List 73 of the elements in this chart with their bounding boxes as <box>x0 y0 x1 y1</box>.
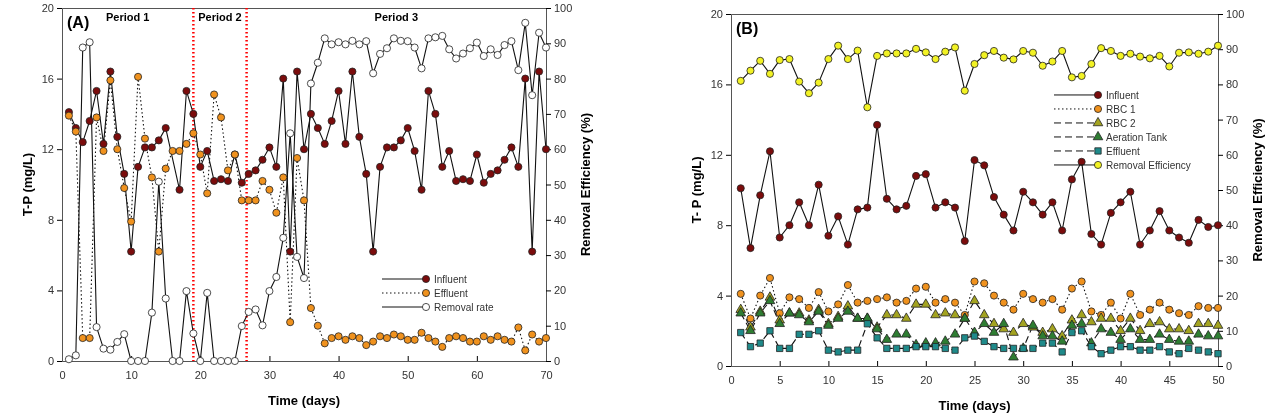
y2-axis-title: Removal Efficiency (%) <box>1250 118 1265 262</box>
y-tick-label: 16 <box>41 72 54 85</box>
annotation: Period 2 <box>198 11 242 23</box>
x-tick-label: 40 <box>1114 374 1128 387</box>
y-axis-title: T- P (mg/L) <box>689 156 704 224</box>
y-tick-label: 0 <box>47 355 54 368</box>
y2-tick-label: 80 <box>1226 78 1239 91</box>
x-axis-title: Time (days) <box>267 393 341 408</box>
legend-label: Aeration Tank <box>1106 131 1168 143</box>
x-axis-title: Time (days) <box>938 398 1011 413</box>
x-tick-label: 40 <box>332 369 346 382</box>
x-tick-label: 50 <box>1212 374 1225 387</box>
y2-tick-label: 40 <box>554 213 567 226</box>
y-tick-label: 12 <box>710 148 723 161</box>
x-tick-label: 25 <box>968 374 982 387</box>
y2-tick-label: 60 <box>1226 148 1239 161</box>
y2-tick-label: 20 <box>554 284 567 297</box>
x-tick-label: 50 <box>402 369 415 382</box>
legend-label: Effluent <box>434 288 468 299</box>
y2-tick-label: 40 <box>1226 219 1239 232</box>
y2-tick-label: 0 <box>1226 360 1233 373</box>
x-tick-label: 20 <box>194 369 207 382</box>
y2-tick-label: 10 <box>1226 324 1239 337</box>
y2-axis-title: Removal Efficiency (%) <box>578 112 593 257</box>
x-tick-label: 35 <box>1066 374 1079 387</box>
x-tick-label: 0 <box>728 374 735 387</box>
x-tick-label: 0 <box>59 369 66 382</box>
y2-tick-label: 70 <box>554 107 567 120</box>
legend-label: Influent <box>434 274 468 285</box>
y-tick-label: 20 <box>41 2 54 15</box>
y-tick-label: 12 <box>41 143 54 156</box>
x-tick-label: 60 <box>471 369 484 382</box>
legend-label: Removal Efficiency <box>1106 159 1191 171</box>
y2-tick-label: 70 <box>1226 113 1239 126</box>
legend-label: RBC 1 <box>1106 103 1136 115</box>
y2-tick-label: 50 <box>554 178 567 191</box>
y2-tick-label: 100 <box>1226 8 1245 21</box>
legend-label: Influent <box>1106 89 1140 101</box>
annotation: Period 1 <box>105 11 150 23</box>
x-tick-label: 30 <box>263 369 277 382</box>
x-tick-label: 15 <box>871 374 884 387</box>
y2-tick-label: 0 <box>554 355 561 368</box>
y2-tick-label: 60 <box>554 143 567 156</box>
y2-tick-label: 20 <box>1226 289 1239 302</box>
y-tick-label: 4 <box>716 289 723 302</box>
y-axis-title: T-P (mg/L) <box>20 152 35 217</box>
y2-tick-label: 90 <box>1226 43 1239 56</box>
y-tick-label: 0 <box>716 360 723 373</box>
x-tick-label: 10 <box>822 374 836 387</box>
legend-label: Removal rate <box>434 302 494 313</box>
annotation: Period 3 <box>374 11 419 23</box>
y2-tick-label: 30 <box>554 249 567 262</box>
legend-label: RBC 2 <box>1106 117 1136 129</box>
y-tick-label: 20 <box>710 8 723 21</box>
x-tick-label: 30 <box>1017 374 1030 387</box>
x-tick-label: 5 <box>777 374 784 387</box>
x-tick-label: 20 <box>920 374 933 387</box>
y-tick-label: 8 <box>716 219 723 232</box>
y2-tick-label: 50 <box>1226 184 1239 197</box>
y-tick-label: 16 <box>710 78 723 91</box>
legend-label: Effluent <box>1106 145 1140 157</box>
x-tick-label: 70 <box>540 369 553 382</box>
y2-tick-label: 100 <box>554 2 573 15</box>
annotation: (A) <box>67 14 90 31</box>
x-tick-label: 45 <box>1163 374 1176 387</box>
y-tick-label: 8 <box>47 213 54 226</box>
annotation: (B) <box>736 20 759 37</box>
y-tick-label: 4 <box>47 284 54 297</box>
y2-tick-label: 80 <box>554 72 567 85</box>
y2-tick-label: 30 <box>1226 254 1239 267</box>
y2-tick-label: 10 <box>554 319 567 332</box>
y2-tick-label: 90 <box>554 37 567 50</box>
x-tick-label: 10 <box>125 369 138 382</box>
